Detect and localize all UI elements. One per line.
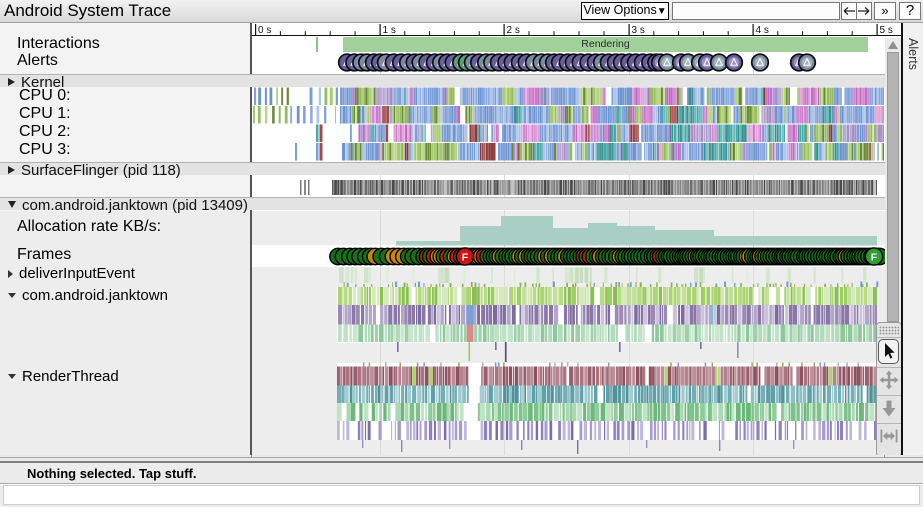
svg-text:3 s: 3 s [632,25,645,36]
svg-text:5 s: 5 s [880,25,893,36]
svg-text:4 s: 4 s [756,25,769,36]
svg-text:F: F [462,252,469,264]
svg-text:F: F [871,252,878,264]
svg-text:2 s: 2 s [507,25,520,36]
svg-text:0 s: 0 s [258,25,271,36]
svg-text:1 s: 1 s [383,25,396,36]
